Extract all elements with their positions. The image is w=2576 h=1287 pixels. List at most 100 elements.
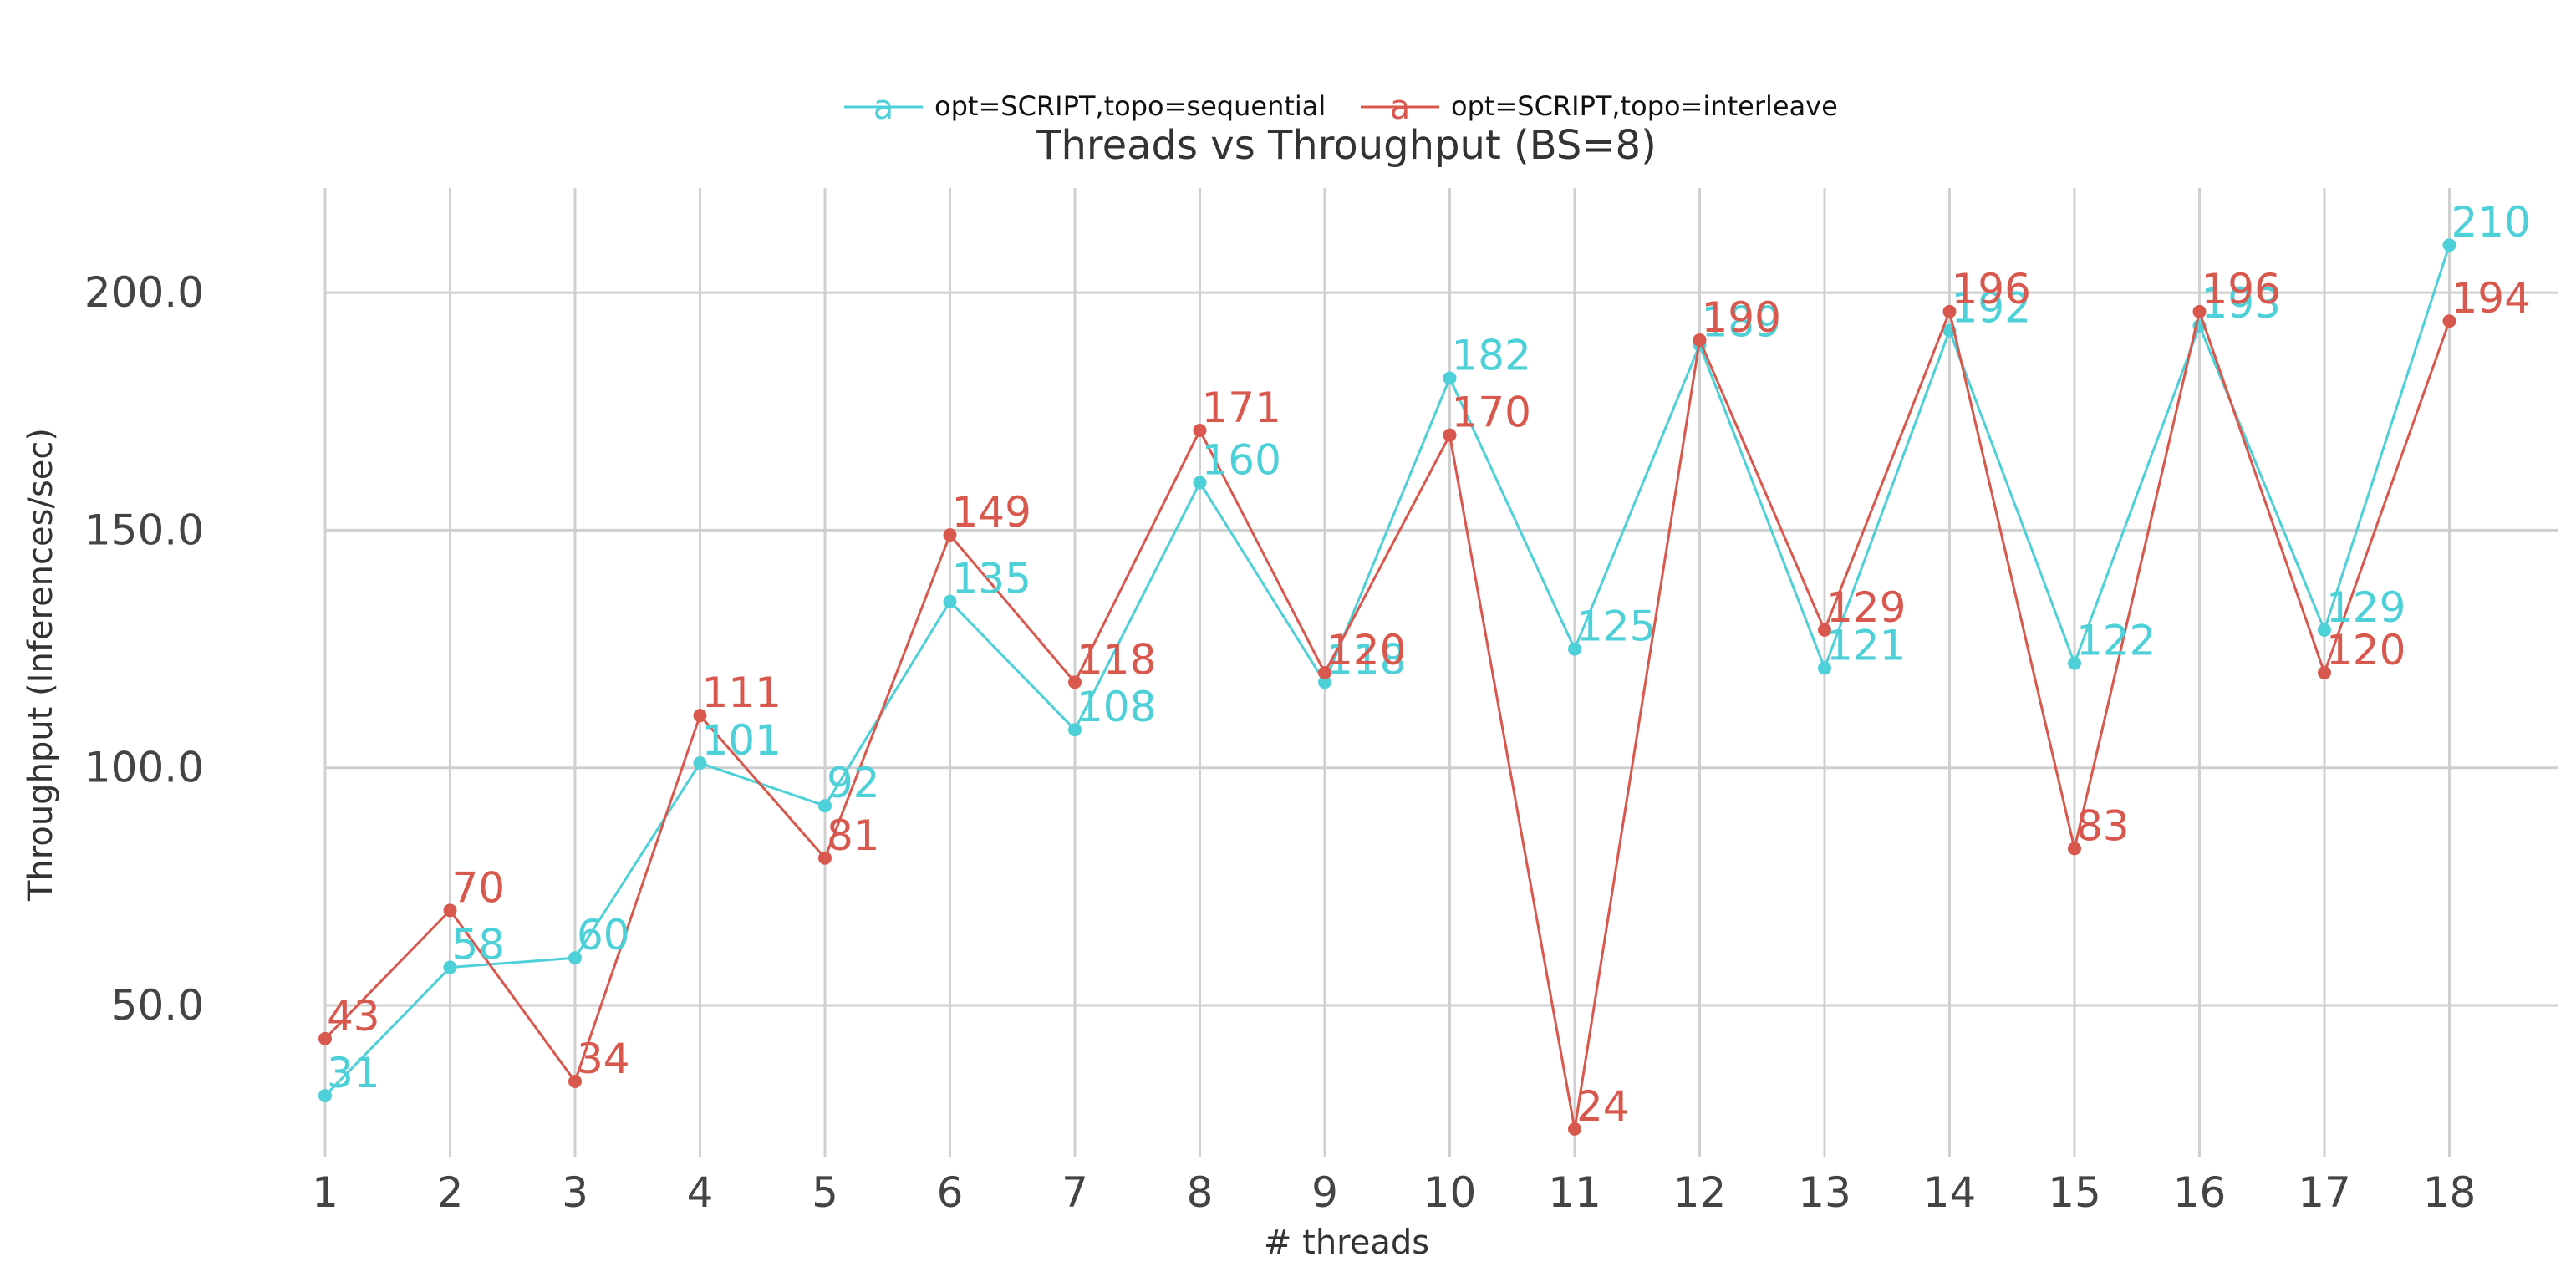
data-point[interactable] xyxy=(318,1089,332,1103)
data-point[interactable] xyxy=(693,756,707,771)
y-tick-label: 50.0 xyxy=(111,981,204,1030)
x-tick-label: 14 xyxy=(1923,1168,1977,1217)
data-point[interactable] xyxy=(1068,723,1082,737)
data-point[interactable] xyxy=(443,960,457,974)
data-label: 118 xyxy=(1077,635,1156,684)
data-label: 122 xyxy=(2076,617,2156,665)
series xyxy=(318,238,2456,1136)
data-label: 170 xyxy=(1452,389,1531,437)
data-point[interactable] xyxy=(2192,304,2207,318)
data-label: 129 xyxy=(2326,583,2405,632)
data-labels: 31 58 60 101 92 135 108 160 118 182 125 189 121 192 12… xyxy=(327,198,2531,1131)
data-point[interactable] xyxy=(1693,333,1707,347)
data-point[interactable] xyxy=(693,709,707,723)
data-label: 118 xyxy=(1326,635,1406,684)
data-label: 60 xyxy=(577,911,630,959)
data-label: 193 xyxy=(2202,279,2281,328)
data-label: 196 xyxy=(2202,265,2281,313)
legend-glyph-interleave: a xyxy=(1390,89,1411,127)
data-label: 189 xyxy=(1702,298,1781,347)
data-label: 31 xyxy=(327,1049,380,1097)
series-line-0 xyxy=(323,244,2451,1097)
legend-label-interleave: opt=SCRIPT,topo=interleave xyxy=(1451,90,1838,122)
data-label: 125 xyxy=(1576,603,1656,651)
data-label: 210 xyxy=(2451,198,2531,247)
data-label: 24 xyxy=(1576,1082,1630,1131)
data-label: 160 xyxy=(1202,436,1281,485)
data-point[interactable] xyxy=(1068,675,1082,689)
y-tick-label: 150.0 xyxy=(84,506,204,554)
y-tick-label: 100.0 xyxy=(84,744,204,792)
data-label: 171 xyxy=(1202,384,1281,432)
x-tick-label: 3 xyxy=(562,1168,588,1217)
data-label: 101 xyxy=(702,716,781,765)
data-label: 190 xyxy=(1702,293,1781,342)
data-point[interactable] xyxy=(1818,661,1831,675)
data-point[interactable] xyxy=(818,851,832,865)
x-axis-ticks: 1 2 3 4 5 6 7 8 9 10 11 12 13 14 15 16 17 18 xyxy=(312,1168,2476,1217)
data-point[interactable] xyxy=(2318,666,2331,679)
data-label: 70 xyxy=(452,863,506,912)
data-label: 192 xyxy=(1952,284,2031,333)
x-tick-label: 1 xyxy=(312,1168,339,1217)
x-tick-label: 11 xyxy=(1548,1168,1601,1217)
data-label: 120 xyxy=(2326,626,2405,674)
data-point[interactable] xyxy=(2442,238,2456,252)
data-point[interactable] xyxy=(2068,656,2081,670)
x-tick-label: 17 xyxy=(2298,1168,2351,1217)
data-point[interactable] xyxy=(943,594,957,608)
x-tick-label: 12 xyxy=(1673,1168,1727,1217)
data-label: 34 xyxy=(577,1035,630,1083)
data-point[interactable] xyxy=(1568,1122,1581,1136)
data-point[interactable] xyxy=(1443,371,1457,385)
x-tick-label: 10 xyxy=(1423,1168,1477,1217)
data-point[interactable] xyxy=(818,799,832,813)
chart-title: Threads vs Throughput (BS=8) xyxy=(1036,122,1657,169)
data-label: 83 xyxy=(2076,801,2130,850)
data-label: 182 xyxy=(1452,331,1531,379)
data-point[interactable] xyxy=(2068,842,2081,856)
x-tick-label: 16 xyxy=(2173,1168,2227,1217)
x-axis-label: # threads xyxy=(1264,1223,1429,1262)
x-tick-label: 18 xyxy=(2423,1168,2477,1217)
data-point[interactable] xyxy=(943,528,957,542)
data-point[interactable] xyxy=(1942,304,1957,318)
y-axis-label: Throughput (Inferences/sec) xyxy=(22,428,60,902)
legend-item-interleave[interactable]: a opt=SCRIPT,topo=interleave xyxy=(1361,89,1838,127)
data-point[interactable] xyxy=(1193,424,1207,437)
data-point[interactable] xyxy=(1818,623,1831,637)
data-label: 108 xyxy=(1077,683,1156,731)
data-point[interactable] xyxy=(1193,476,1207,490)
x-tick-label: 8 xyxy=(1187,1168,1214,1217)
data-point[interactable] xyxy=(443,903,457,918)
data-point[interactable] xyxy=(1568,642,1581,656)
legend-item-sequential[interactable]: a opt=SCRIPT,topo=sequential xyxy=(844,89,1326,127)
y-tick-label: 200.0 xyxy=(84,268,204,317)
x-tick-label: 5 xyxy=(812,1168,838,1217)
x-tick-label: 6 xyxy=(937,1168,964,1217)
legend-label-sequential: opt=SCRIPT,topo=sequential xyxy=(934,90,1326,122)
series-line-1 xyxy=(323,307,2451,1130)
data-point[interactable] xyxy=(1318,675,1331,689)
data-label: 129 xyxy=(1826,583,1906,632)
grid xyxy=(323,188,2558,1157)
data-point[interactable] xyxy=(568,951,582,965)
y-axis-ticks: 50.0 100.0 150.0 200.0 xyxy=(84,268,204,1030)
data-label: 58 xyxy=(452,921,506,969)
data-label: 149 xyxy=(952,488,1031,537)
data-label: 135 xyxy=(952,555,1031,603)
data-label: 196 xyxy=(1952,265,2031,313)
data-point[interactable] xyxy=(2442,314,2456,328)
data-point[interactable] xyxy=(318,1031,332,1045)
data-point[interactable] xyxy=(568,1075,582,1089)
data-label: 111 xyxy=(702,669,781,717)
data-label: 194 xyxy=(2451,274,2531,323)
x-tick-label: 15 xyxy=(2048,1168,2101,1217)
data-label: 121 xyxy=(1826,621,1906,669)
data-label: 92 xyxy=(827,759,880,807)
data-point[interactable] xyxy=(1318,666,1331,679)
data-point[interactable] xyxy=(1443,428,1457,442)
data-label: 120 xyxy=(1326,626,1406,674)
data-point[interactable] xyxy=(2318,623,2331,637)
